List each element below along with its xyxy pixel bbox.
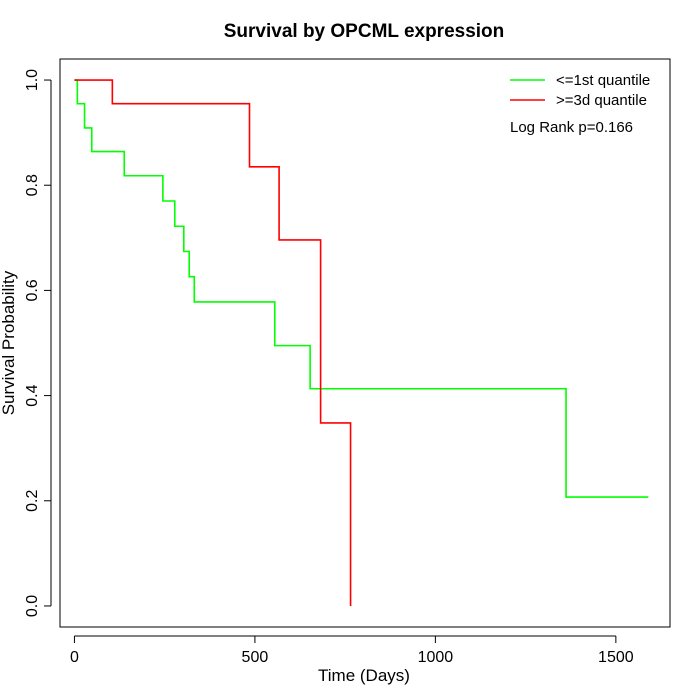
- x-tick-label: 1500: [598, 649, 634, 666]
- legend: <=1st quantile >=3d quantile: [510, 72, 650, 109]
- legend-label-1: <=1st quantile: [556, 72, 650, 89]
- chart-title: Survival by OPCML expression: [224, 21, 505, 42]
- y-axis: 0.0 0.2 0.4 0.6 0.8 1.0: [24, 69, 52, 617]
- legend-label-2: >=3d quantile: [556, 92, 647, 109]
- log-rank-annotation: Log Rank p=0.166: [510, 119, 633, 136]
- y-tick-label: 0.2: [24, 490, 41, 512]
- x-axis-label: Time (Days): [318, 666, 410, 685]
- x-axis: 0 500 1000 1500: [70, 635, 634, 666]
- x-tick-label: 500: [242, 649, 269, 666]
- y-axis-label: Survival Probability: [0, 270, 18, 415]
- y-tick-label: 0.6: [24, 279, 41, 301]
- x-tick-label: 1000: [418, 649, 454, 666]
- y-tick-label: 0.4: [24, 384, 41, 406]
- y-tick-label: 0.0: [24, 595, 41, 617]
- series-1-line: [74, 79, 649, 498]
- x-tick-label: 0: [70, 649, 79, 666]
- series-layer: [74, 79, 649, 606]
- plot-area-frame: [59, 58, 671, 628]
- series-2-line: [74, 79, 352, 606]
- y-tick-label: 0.8: [24, 174, 41, 196]
- y-tick-label: 1.0: [24, 69, 41, 91]
